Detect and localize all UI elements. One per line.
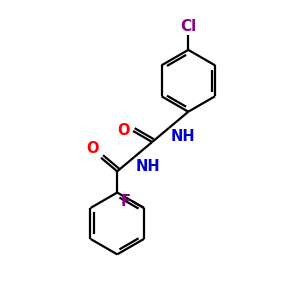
- Text: O: O: [118, 124, 130, 139]
- Text: NH: NH: [171, 129, 195, 144]
- Text: NH: NH: [136, 159, 160, 174]
- Text: Cl: Cl: [180, 19, 196, 34]
- Text: F: F: [121, 194, 131, 209]
- Text: O: O: [86, 141, 99, 156]
